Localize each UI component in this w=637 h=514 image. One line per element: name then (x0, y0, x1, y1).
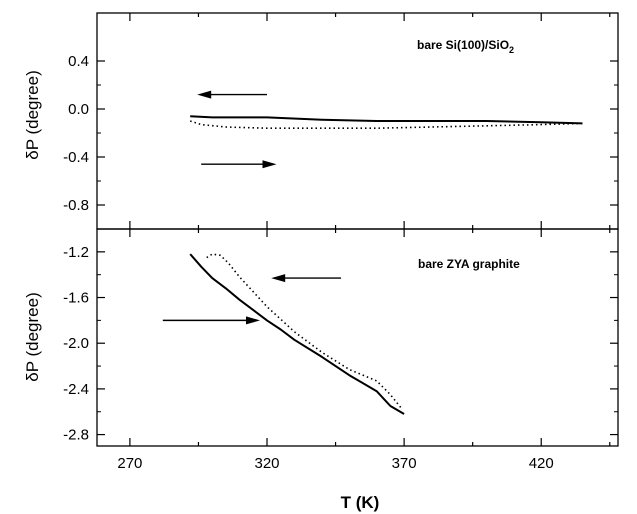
top-arrow-left-head (197, 90, 212, 99)
bottom-arrow-right-head (246, 316, 260, 325)
top-arrow-right-head (262, 160, 277, 169)
x-tick-label: 420 (529, 455, 554, 472)
top-series-solid-line (190, 115, 583, 125)
bottom-arrow-left-head (271, 274, 286, 283)
bottom-series-dotted-line (206, 253, 403, 409)
x-tick-label: 320 (254, 455, 279, 472)
x-tick-label: 370 (392, 455, 417, 472)
bottom-series-solid-line (189, 253, 405, 415)
x-axis-title: T (K) (341, 493, 380, 512)
x-tick-label: 270 (117, 455, 142, 472)
top-annotation-main: bare Si(100)/SiO (417, 38, 509, 52)
top-y-tick-label: 0.0 (68, 101, 89, 118)
top-panel-annotation: bare Si(100)/SiO2 (417, 38, 514, 55)
top-y-tick-label: 0.4 (68, 53, 89, 70)
bottom-y-tick-label: -2.0 (63, 335, 89, 352)
bottom-y-tick-label: -2.8 (63, 427, 89, 444)
top-y-tick-label: -0.8 (63, 197, 89, 214)
bottom-panel-annotation: bare ZYA graphite (418, 257, 520, 271)
bottom-y-axis-title: δP (degree) (23, 292, 42, 381)
bottom-panel-frame (96, 228, 619, 447)
bottom-y-tick-label: -1.2 (63, 244, 89, 261)
top-y-tick-label: -0.4 (63, 149, 89, 166)
bottom-y-tick-label: -2.4 (63, 381, 89, 398)
top-annotation-subscript: 2 (509, 45, 514, 55)
top-y-axis-title: δP (degree) (23, 70, 42, 159)
top-series-dotted-line (189, 120, 583, 129)
bottom-y-tick-label: -1.6 (63, 290, 89, 307)
